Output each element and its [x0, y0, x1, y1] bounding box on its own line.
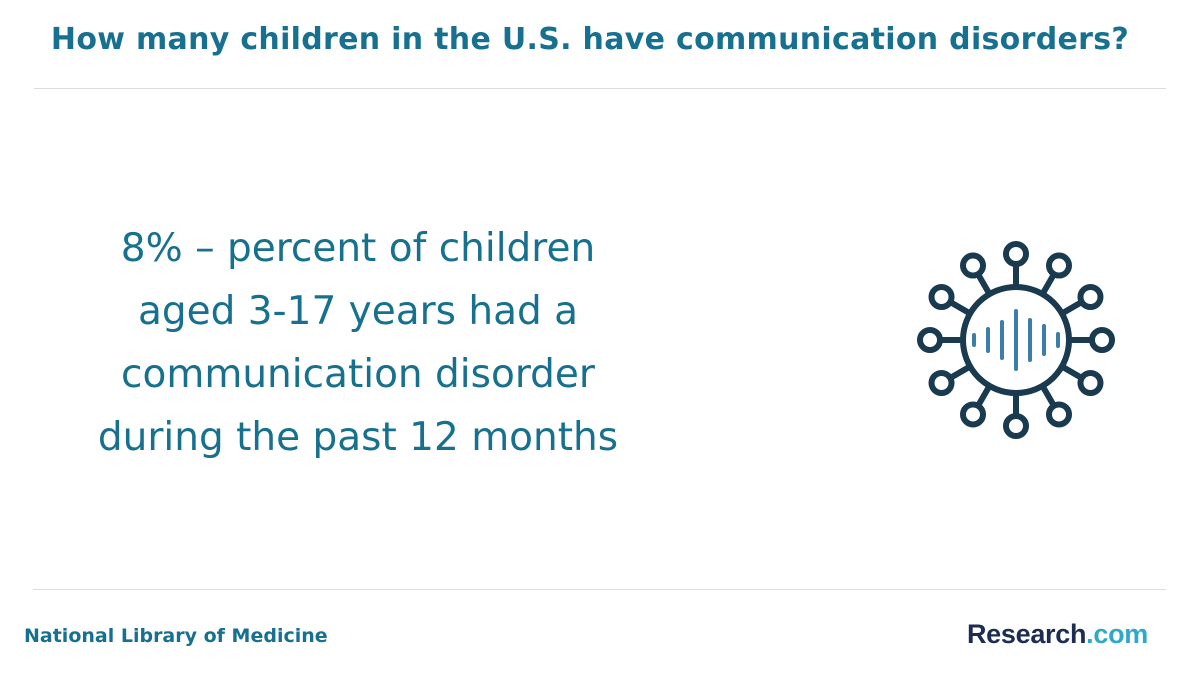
icon-spoke — [975, 271, 991, 295]
brand-logo: Research.com — [967, 619, 1148, 650]
sound-wave-network-icon — [917, 241, 1115, 439]
page-title: How many children in the U.S. have commu… — [50, 22, 1130, 57]
icon-node — [1077, 370, 1104, 396]
brand-logo-suffix: .com — [1086, 619, 1148, 649]
icon-spoke — [1041, 271, 1057, 295]
icon-node — [1003, 413, 1029, 439]
top-divider — [34, 88, 1166, 89]
source-label: National Library of Medicine — [24, 625, 328, 647]
statistic-statement: 8% – percent of children aged 3-17 years… — [58, 217, 658, 469]
icon-spoke — [1061, 365, 1085, 381]
icon-node — [1077, 284, 1104, 310]
icon-node — [1089, 327, 1115, 353]
bottom-divider — [33, 589, 1166, 590]
icon-node — [960, 401, 986, 428]
statement-line: aged 3-17 years had a — [137, 289, 579, 334]
statement-line: 8% – percent of children — [120, 226, 596, 271]
icon-node — [960, 252, 986, 279]
icon-node — [928, 370, 955, 396]
icon-node — [1046, 401, 1072, 428]
icon-spoke — [1061, 299, 1085, 315]
statement-line: communication disorder — [121, 352, 595, 397]
icon-node — [928, 284, 955, 310]
icon-node — [1003, 241, 1029, 267]
icon-spoke — [1041, 385, 1057, 409]
icon-spoke — [975, 385, 991, 409]
icon-node — [917, 327, 943, 353]
icon-node — [1046, 252, 1072, 279]
statement-line: during the past 12 months — [97, 415, 619, 460]
icon-spoke — [947, 365, 971, 381]
icon-spoke — [947, 299, 971, 315]
brand-logo-main: Research — [966, 619, 1087, 649]
